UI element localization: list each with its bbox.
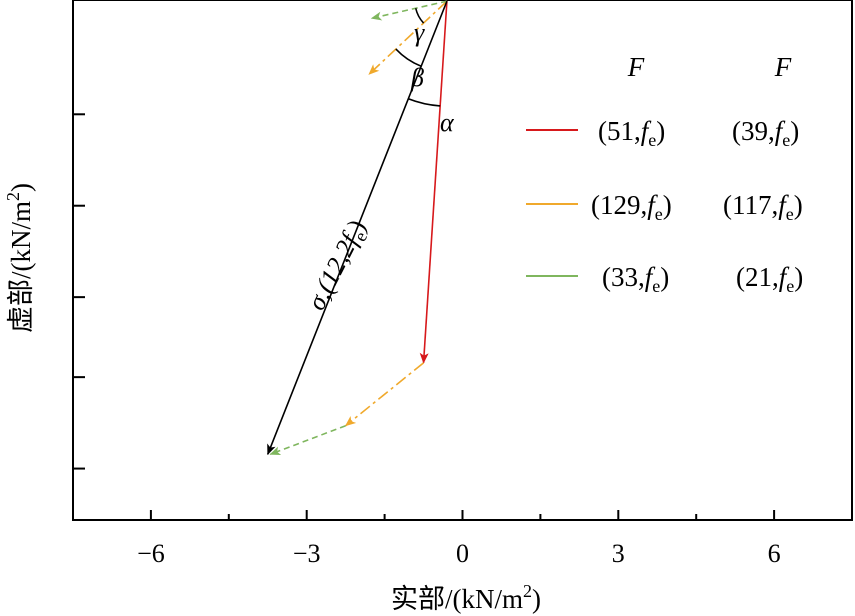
legend-entry-orange-1: (129,fe) — [591, 190, 672, 224]
x-tick-label: −6 — [137, 539, 165, 568]
small-vector-1 — [370, 0, 448, 21]
legend-entry-green-1: (33,fe) — [602, 262, 669, 296]
legend-entry-red-2: (39,fe) — [732, 116, 799, 150]
legend: F F (51,fe) (39,fe) (129,fe) (117,fe) (3… — [526, 52, 803, 296]
axis-ticks: −6 −3 0 3 6 — [73, 113, 781, 568]
x-axis-title: 实部/(kN/m2) — [391, 581, 541, 614]
gamma-arc — [414, 8, 425, 24]
vector-series — [267, 0, 448, 456]
x-tick-label: 0 — [456, 539, 469, 568]
beta-arc — [395, 48, 422, 67]
legend-entry-red-1: (51,fe) — [598, 116, 665, 150]
angle-label-gamma: γ — [414, 18, 425, 47]
x-tick-label: −3 — [293, 539, 321, 568]
angle-label-alpha: α — [440, 108, 455, 137]
alpha-arc — [408, 98, 441, 107]
x-tick-label: 3 — [612, 539, 625, 568]
legend-header-1: F — [627, 52, 645, 82]
orange-vector — [344, 362, 425, 427]
angle-label-beta: β — [410, 63, 424, 92]
sigma-vector-label: σ,(12,2fe) — [302, 215, 376, 317]
angle-arcs — [395, 8, 441, 107]
red-vector — [419, 1, 448, 364]
plot-frame — [72, 0, 853, 521]
y-axis-title: 虚部/(kN/m2) — [3, 183, 36, 333]
sigma-vector — [267, 0, 448, 456]
legend-entry-orange-2: (117,fe) — [723, 190, 803, 224]
legend-entry-green-2: (21,fe) — [736, 262, 803, 296]
x-tick-label: 6 — [768, 539, 781, 568]
small-vector-0 — [368, 0, 448, 75]
green-vector — [269, 424, 346, 456]
legend-header-2: F — [774, 52, 792, 82]
